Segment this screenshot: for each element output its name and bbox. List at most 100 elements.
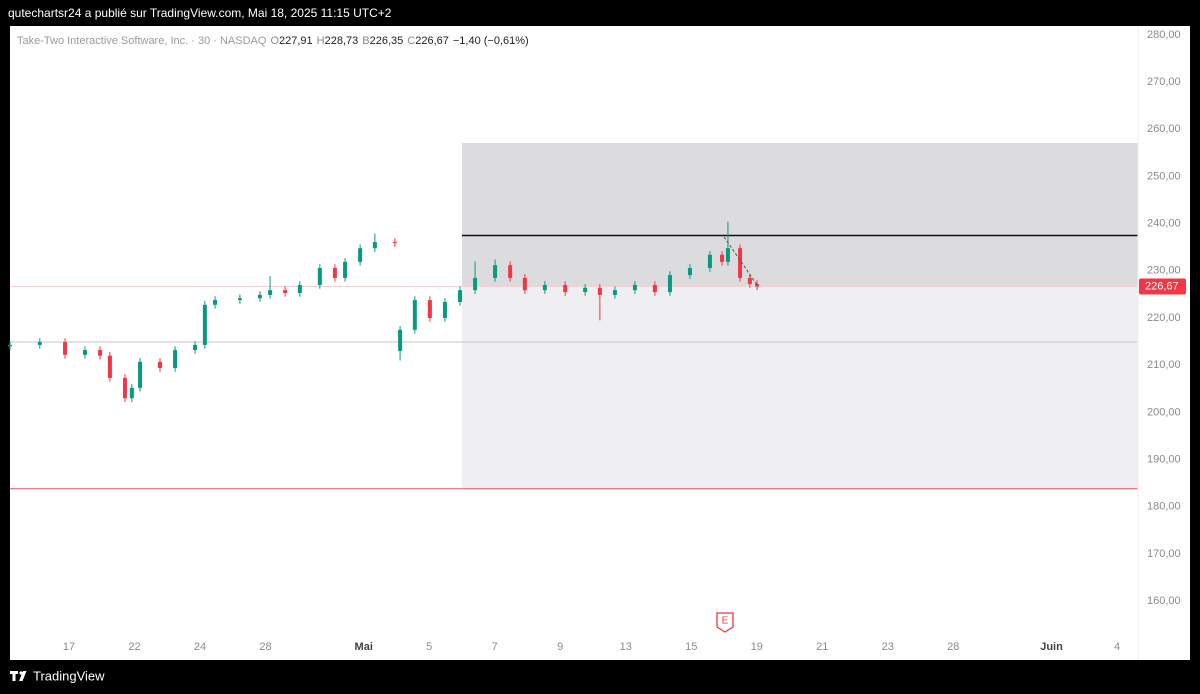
candle-body xyxy=(583,287,588,293)
candle-body xyxy=(667,275,672,293)
x-tick-label: 28 xyxy=(947,641,959,653)
candle-body xyxy=(317,267,322,285)
candle-body xyxy=(8,344,12,347)
candle-body xyxy=(473,277,478,291)
ohlc-key: B xyxy=(362,35,369,47)
symbol-legend: Take-Two Interactive Software, Inc. · 30… xyxy=(17,35,529,47)
ohlc-value: 226,35 xyxy=(370,35,404,47)
brand: TradingView xyxy=(10,668,105,683)
candle-body xyxy=(725,248,730,262)
candle-body xyxy=(493,265,498,278)
symbol-title: Take-Two Interactive Software, Inc. · 30… xyxy=(17,35,267,47)
ohlc-key: O xyxy=(270,35,279,47)
candle-body xyxy=(720,254,725,262)
y-tick-label: 240,00 xyxy=(1147,218,1181,230)
y-tick-label: 160,00 xyxy=(1147,595,1181,607)
y-tick-label: 170,00 xyxy=(1147,548,1181,560)
candle-body xyxy=(358,248,363,262)
candle-body xyxy=(268,290,273,295)
x-tick-label: Mai xyxy=(355,641,373,653)
y-tick-label: 280,00 xyxy=(1147,29,1181,41)
ohlc-value: 227,91 xyxy=(279,35,313,47)
x-tick-label: 5 xyxy=(426,641,432,653)
y-tick-label: 180,00 xyxy=(1147,501,1181,513)
candle-body xyxy=(83,350,88,355)
x-tick-label: Juin xyxy=(1040,641,1063,653)
brand-logo-dot xyxy=(19,671,23,675)
x-tick-label: 9 xyxy=(557,641,563,653)
candle-body xyxy=(158,361,163,369)
candle-body xyxy=(508,265,513,278)
plot xyxy=(8,142,1138,490)
candle-body xyxy=(37,342,42,345)
candle-body xyxy=(398,329,403,352)
y-tick-label: 200,00 xyxy=(1147,406,1181,418)
x-tick-label: 15 xyxy=(685,641,697,653)
y-tick-label: 220,00 xyxy=(1147,312,1181,324)
candle-body xyxy=(107,355,112,378)
candle-body xyxy=(632,284,637,291)
ohlc-key: H xyxy=(317,35,325,47)
candle-body xyxy=(257,294,262,299)
candle-body xyxy=(122,377,127,399)
candle-body xyxy=(283,290,288,293)
candle-body xyxy=(173,350,178,369)
candle-body xyxy=(542,284,547,291)
x-tick-label: 28 xyxy=(259,641,271,653)
x-tick-label: 19 xyxy=(751,641,763,653)
candle-body xyxy=(202,304,207,345)
x-tick-label: 13 xyxy=(620,641,632,653)
y-tick-label: 270,00 xyxy=(1147,76,1181,88)
y-tick-label: 230,00 xyxy=(1147,265,1181,277)
ohlc-value: 226,67 xyxy=(415,35,449,47)
candle-body xyxy=(332,267,337,278)
candle-body xyxy=(237,298,242,301)
price-change: −1,40 (−0,61%) xyxy=(453,35,529,47)
last-price-box xyxy=(1139,278,1186,295)
x-tick-label: 22 xyxy=(128,641,140,653)
candle-body xyxy=(138,361,143,388)
ohlc-value: 228,73 xyxy=(325,35,359,47)
candle-body xyxy=(372,242,377,249)
x-tick-label: 24 xyxy=(194,641,206,653)
zone xyxy=(461,286,1138,489)
candle-body xyxy=(63,342,68,355)
candle-body xyxy=(458,290,463,302)
candle-body xyxy=(687,267,692,276)
zone xyxy=(461,142,1138,287)
last-price-label: 226,67 xyxy=(1145,280,1179,292)
candle-body xyxy=(707,254,712,268)
candle-body xyxy=(612,290,617,295)
candle-body xyxy=(297,284,302,293)
y-tick-label: 190,00 xyxy=(1147,453,1181,465)
x-tick-label: 21 xyxy=(816,641,828,653)
earnings-label: E xyxy=(722,616,729,627)
candle-body xyxy=(747,277,752,285)
x-tick-label: 7 xyxy=(492,641,498,653)
y-tick-label: 260,00 xyxy=(1147,123,1181,135)
candle-body xyxy=(392,242,397,244)
y-tick-label: 250,00 xyxy=(1147,170,1181,182)
candle-body xyxy=(129,387,134,399)
candle-body xyxy=(213,300,218,305)
candle-body xyxy=(193,344,198,351)
candle-body xyxy=(755,284,760,287)
publisher: qutechartsr24 a publié sur TradingView.c… xyxy=(8,6,392,20)
x-tick-label: 17 xyxy=(63,641,75,653)
candle-body xyxy=(597,287,602,295)
ohlc-key: C xyxy=(407,35,415,47)
candle-body xyxy=(738,248,743,278)
candle-body xyxy=(563,284,568,293)
x-tick-label: 23 xyxy=(882,641,894,653)
candle-body xyxy=(442,301,447,318)
candle-body xyxy=(652,284,657,293)
brand-name: TradingView xyxy=(33,668,105,683)
candle-body xyxy=(427,300,432,318)
candle-body xyxy=(98,350,103,356)
y-tick-label: 210,00 xyxy=(1147,359,1181,371)
earnings-marker xyxy=(716,612,734,633)
x-tick-label: 4 xyxy=(1114,641,1120,653)
candle-body xyxy=(522,277,527,291)
candle-body xyxy=(343,261,348,278)
